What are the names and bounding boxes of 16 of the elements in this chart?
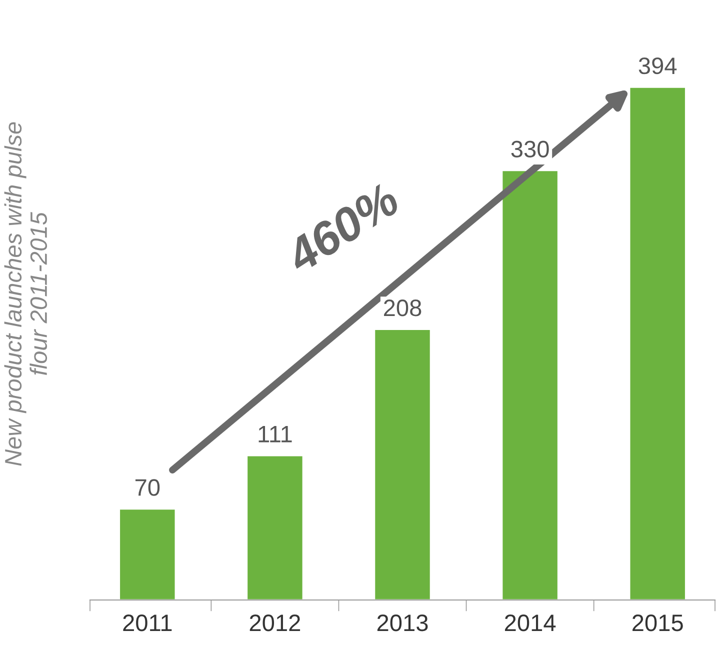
bar: [628, 86, 686, 600]
y-axis-title: New product launches with pulse flour 2011-2015: [4, 122, 48, 466]
data-label: 208: [384, 300, 422, 316]
data-label: 111: [258, 426, 292, 442]
x-tick-label: 2015: [632, 614, 683, 632]
x-tick-label: 2012: [250, 614, 300, 632]
bar: [118, 508, 176, 600]
data-label: 394: [638, 57, 677, 74]
data-label: 70: [135, 479, 160, 496]
bar: [374, 328, 432, 600]
x-tick-label: 2014: [504, 614, 556, 632]
bar: [501, 170, 559, 600]
bar: [246, 454, 304, 600]
x-tick-label: 2013: [377, 614, 428, 632]
data-label: 330: [511, 140, 549, 158]
x-tick-label: 2011: [123, 614, 172, 632]
